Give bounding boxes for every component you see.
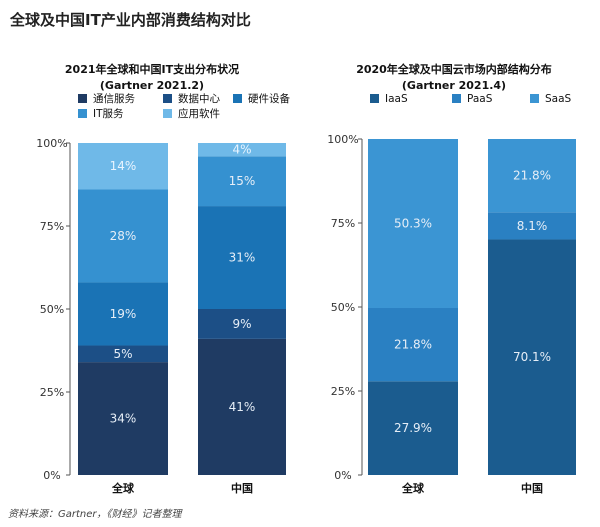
legend-swatch-2 [233, 94, 242, 103]
legend-label-1: 数据中心 [178, 92, 220, 105]
bar-segment [488, 212, 576, 240]
category-label: 中国 [231, 481, 253, 495]
bar-segment [368, 308, 458, 382]
y-tick-label: 100% [36, 137, 67, 150]
bar-segment [198, 206, 286, 309]
y-tick-label: 25% [40, 386, 64, 399]
bar-segment [488, 139, 576, 213]
y-tick-label: 75% [40, 220, 64, 233]
bar-segment [368, 139, 458, 309]
source-note: 资料来源：Gartner，《财经》记者整理 [8, 509, 182, 520]
legend-label-0: IaaS [385, 93, 408, 105]
legend-swatch-2 [530, 94, 539, 103]
data-label: 14% [110, 159, 137, 173]
legend-swatch-4 [163, 109, 172, 118]
legend-swatch-1 [452, 94, 461, 103]
category-label: 全球 [111, 481, 135, 495]
data-label: 8.1% [517, 219, 548, 233]
legend-label-0: 通信服务 [93, 92, 135, 105]
data-label: 41% [229, 400, 256, 414]
data-label: 28% [110, 229, 137, 243]
legend-label-2: SaaS [545, 93, 572, 105]
y-tick-label: 25% [331, 385, 355, 398]
data-label: 9% [232, 317, 251, 331]
bar-segment [198, 338, 286, 475]
y-tick-label: 75% [331, 217, 355, 230]
data-label: 31% [229, 251, 256, 265]
category-label: 中国 [521, 481, 543, 495]
bar-segment [78, 345, 168, 363]
data-label: 70.1% [513, 350, 551, 364]
data-label: 19% [110, 307, 137, 321]
chart-title: 2020年全球及中国云市场内部结构分布 [356, 62, 552, 76]
page-title: 全球及中国IT产业内部消费结构对比 [10, 11, 251, 29]
chart-subtitle: (Gartner 2021.4) [402, 79, 506, 92]
category-label: 全球 [401, 481, 425, 495]
y-tick-label: 0% [43, 469, 60, 482]
legend-label-3: IT服务 [93, 107, 124, 120]
y-tick-label: 50% [331, 301, 355, 314]
y-tick-label: 50% [40, 303, 64, 316]
data-label: 5% [113, 347, 132, 361]
bar-segment [368, 381, 458, 475]
bar-segment [488, 239, 576, 475]
data-label: 4% [232, 143, 251, 157]
y-tick-label: 0% [334, 469, 351, 482]
bar-segment [198, 309, 286, 339]
legend-swatch-0 [370, 94, 379, 103]
chart-subtitle: (Gartner 2021.2) [100, 79, 204, 92]
bar-segment [198, 156, 286, 207]
bar-segment [78, 189, 168, 283]
data-label: 21.8% [394, 338, 432, 352]
data-label: 34% [110, 412, 137, 426]
legend-swatch-3 [78, 109, 87, 118]
bar-segment [78, 362, 168, 475]
legend-label-4: 应用软件 [178, 107, 220, 120]
bar-segment [78, 282, 168, 346]
bar-segment [78, 143, 168, 190]
data-label: 50.3% [394, 217, 432, 231]
legend-swatch-1 [163, 94, 172, 103]
legend-label-2: 硬件设备 [248, 92, 290, 105]
data-label: 15% [229, 174, 256, 188]
data-label: 27.9% [394, 421, 432, 435]
legend-swatch-0 [78, 94, 87, 103]
legend-label-1: PaaS [467, 93, 493, 105]
chart-title: 2021年全球和中国IT支出分布状况 [65, 62, 239, 76]
y-tick-label: 100% [327, 133, 358, 146]
bar-segment [198, 143, 286, 157]
data-label: 21.8% [513, 169, 551, 183]
